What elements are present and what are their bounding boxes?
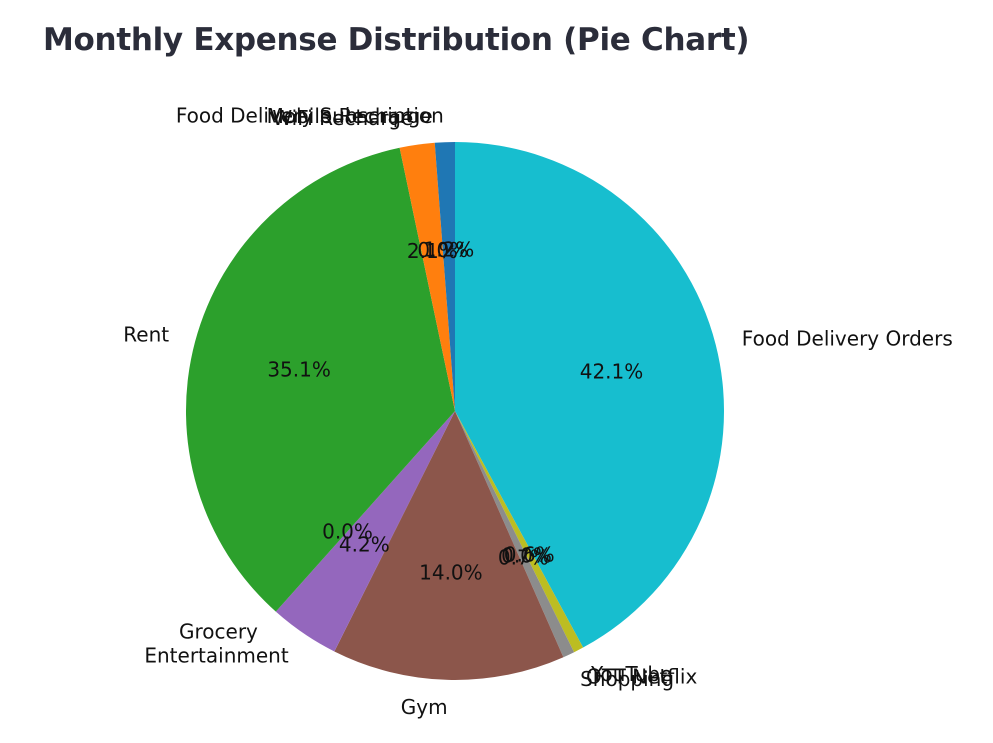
pct-label-shopping: 0.7% xyxy=(498,545,549,569)
pct-label-wifi-recharge: 2.1% xyxy=(407,239,458,263)
slice-label-shopping: Shopping xyxy=(580,667,674,691)
pct-label-food-delivery-subscription: 1.2% xyxy=(423,238,474,262)
pct-label-grocery: 0.0% xyxy=(322,519,373,543)
pct-label-mobile-recharge: 0.0% xyxy=(417,238,468,262)
slice-label-rent: Rent xyxy=(123,323,169,347)
pie-slice-gym xyxy=(334,411,564,680)
pct-label-ott-netflix: 0.0% xyxy=(501,544,552,568)
pie-slice-rent xyxy=(185,147,455,612)
slice-label-grocery: Grocery xyxy=(179,620,258,644)
pie-slice-wifi-recharge xyxy=(399,142,455,411)
pie-slice-food-delivery-subscription xyxy=(434,141,455,411)
pct-label-entertainment: 4.2% xyxy=(339,533,390,557)
slice-label-youtube: YouTube xyxy=(590,662,672,686)
slice-label-mobile-recharge: Mobile Recharge xyxy=(267,104,433,128)
slice-label-food-delivery-orders: Food Delivery Orders xyxy=(742,326,953,350)
pie-labels: Food Delivery Orders 42.1% YouTube 0.6% OTT … xyxy=(123,103,953,719)
pct-label-youtube: 0.6% xyxy=(504,542,555,566)
chart-title: Monthly Expense Distribution (Pie Chart) xyxy=(43,22,750,58)
pie-slice-shopping xyxy=(455,411,575,658)
slice-label-gym: Gym xyxy=(401,695,448,719)
pie-wedges xyxy=(185,141,725,680)
pct-label-gym: 14.0% xyxy=(419,560,483,584)
slice-label-food-delivery-subscription: Food Delivery Subscription xyxy=(176,103,444,127)
pie-slice-youtube xyxy=(455,411,584,653)
slice-label-ott-netflix: OTT Netflix xyxy=(586,664,697,688)
slice-label-entertainment: Entertainment xyxy=(144,644,288,668)
pct-label-rent: 35.1% xyxy=(267,357,331,381)
pie-slice-entertainment xyxy=(275,411,455,652)
slice-label-wifi-recharge: WiFi Recharge xyxy=(272,106,413,130)
pct-label-food-delivery-orders: 42.1% xyxy=(580,359,644,383)
pie-slice-food-delivery-orders xyxy=(455,141,725,648)
